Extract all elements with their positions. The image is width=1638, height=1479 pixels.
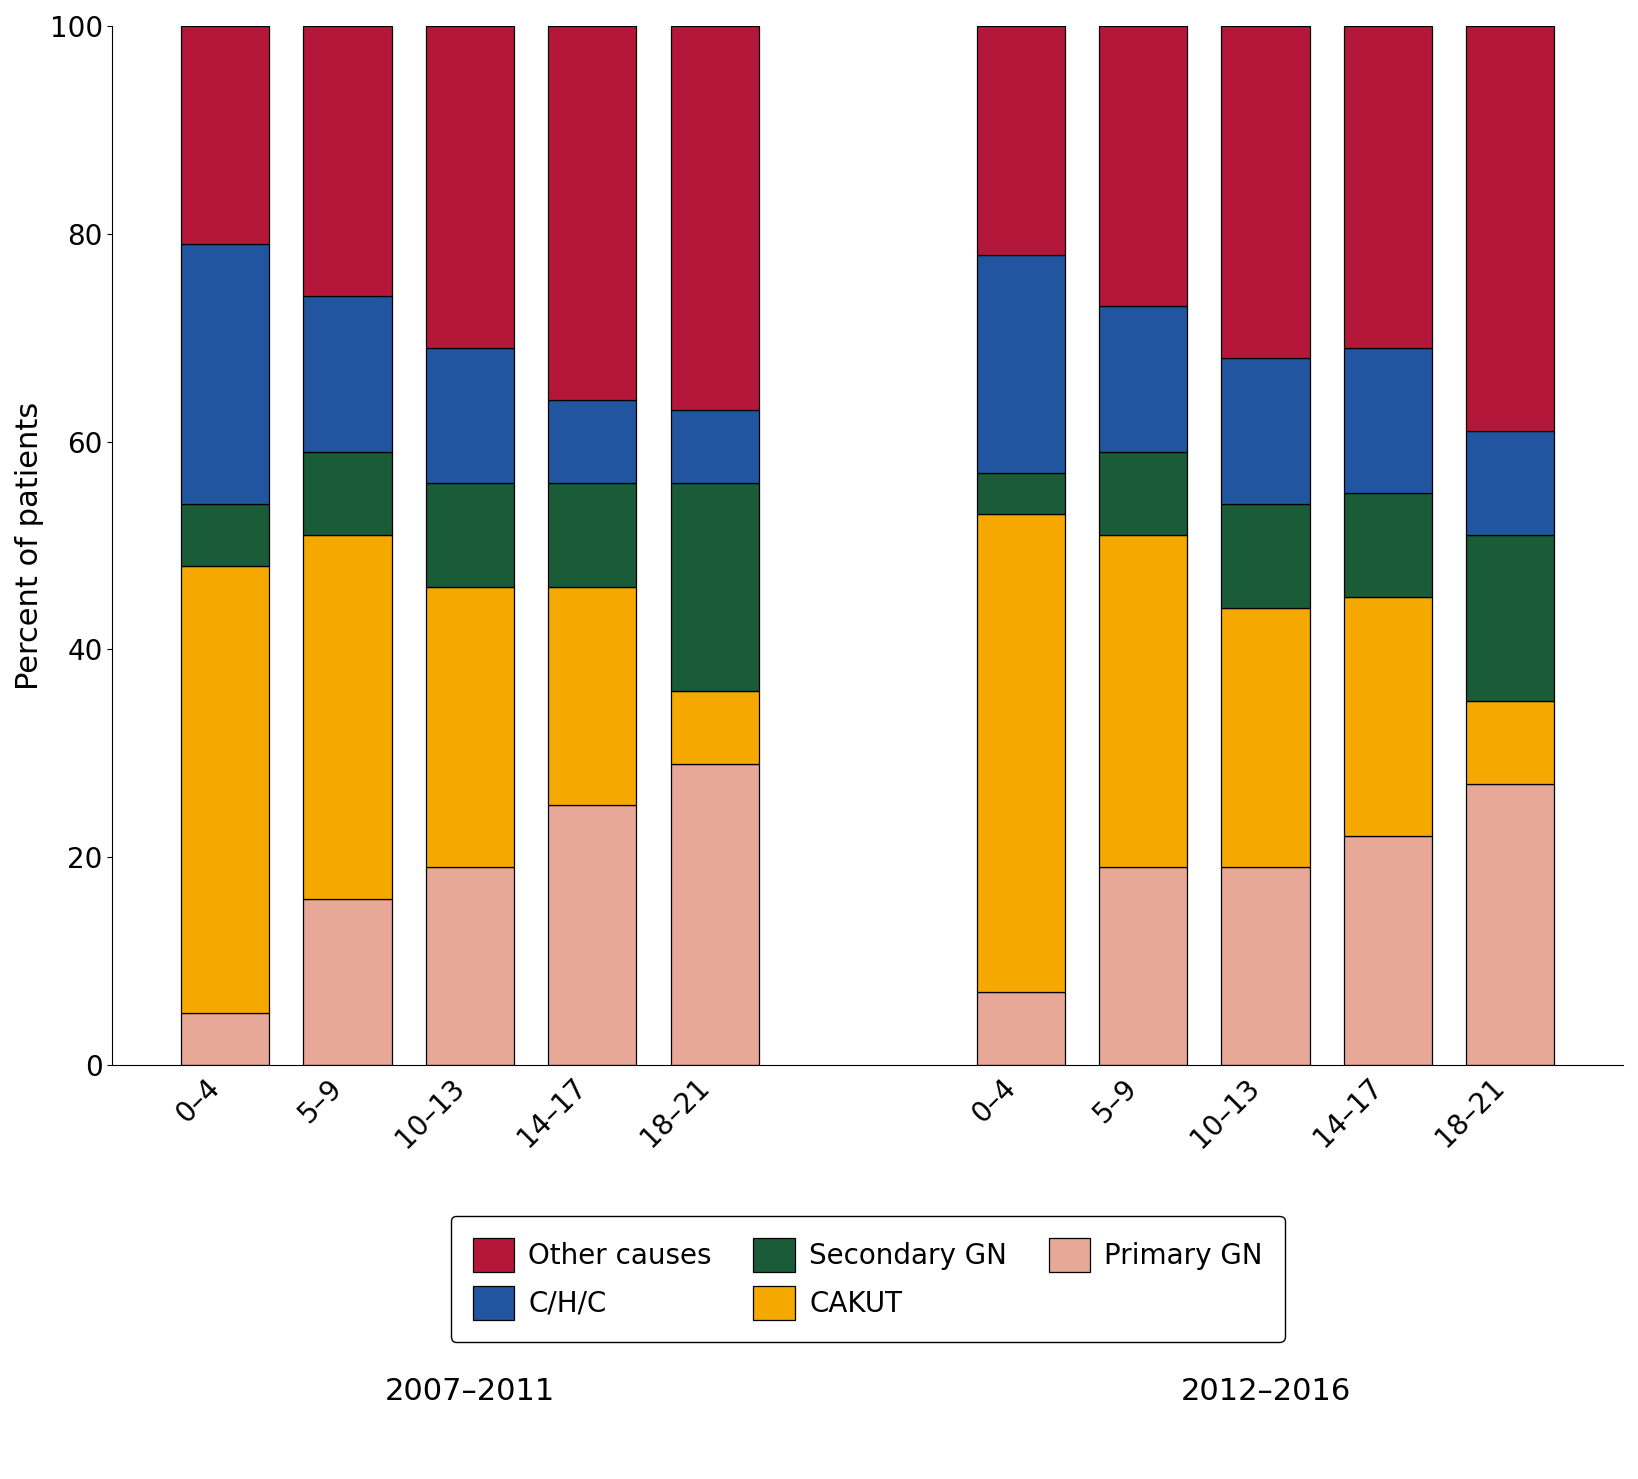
Bar (976, 254, 1065, 473)
Bar (426, 348, 514, 484)
Bar (1466, 701, 1554, 784)
Bar (670, 410, 758, 484)
Bar (1466, 535, 1554, 701)
Bar (549, 587, 637, 805)
Bar (1343, 836, 1432, 1065)
Bar (976, 27, 1065, 254)
Bar (303, 27, 391, 296)
Bar (182, 1013, 269, 1065)
Bar (670, 484, 758, 691)
Bar (303, 899, 391, 1065)
Bar (1466, 784, 1554, 1065)
Bar (426, 27, 514, 348)
Bar (670, 691, 758, 763)
Bar (1343, 27, 1432, 348)
Bar (549, 27, 637, 399)
Bar (1222, 358, 1309, 504)
Bar (1466, 27, 1554, 432)
Bar (976, 992, 1065, 1065)
Bar (426, 868, 514, 1065)
Bar (1466, 432, 1554, 535)
Bar (426, 484, 514, 587)
Bar (976, 515, 1065, 992)
Bar (670, 27, 758, 410)
Text: 2012–2016: 2012–2016 (1181, 1377, 1351, 1405)
Bar (1222, 608, 1309, 868)
Bar (549, 805, 637, 1065)
Bar (182, 566, 269, 1013)
Bar (1222, 504, 1309, 608)
Bar (303, 535, 391, 899)
Bar (182, 244, 269, 504)
Text: 2007–2011: 2007–2011 (385, 1377, 555, 1405)
Bar (976, 473, 1065, 515)
Bar (1343, 598, 1432, 836)
Bar (1222, 868, 1309, 1065)
Bar (1099, 868, 1188, 1065)
Y-axis label: Percent of patients: Percent of patients (15, 401, 44, 689)
Bar (182, 27, 269, 244)
Bar (1343, 494, 1432, 598)
Legend: Other causes, C/H/C, Secondary GN, CAKUT, Primary GN: Other causes, C/H/C, Secondary GN, CAKUT… (450, 1216, 1284, 1341)
Bar (1222, 27, 1309, 358)
Bar (549, 484, 637, 587)
Bar (1099, 535, 1188, 868)
Bar (303, 296, 391, 453)
Bar (182, 504, 269, 566)
Bar (426, 587, 514, 868)
Bar (549, 399, 637, 484)
Bar (1343, 348, 1432, 494)
Bar (1099, 27, 1188, 306)
Bar (1099, 453, 1188, 535)
Bar (670, 763, 758, 1065)
Bar (1099, 306, 1188, 453)
Bar (303, 453, 391, 535)
